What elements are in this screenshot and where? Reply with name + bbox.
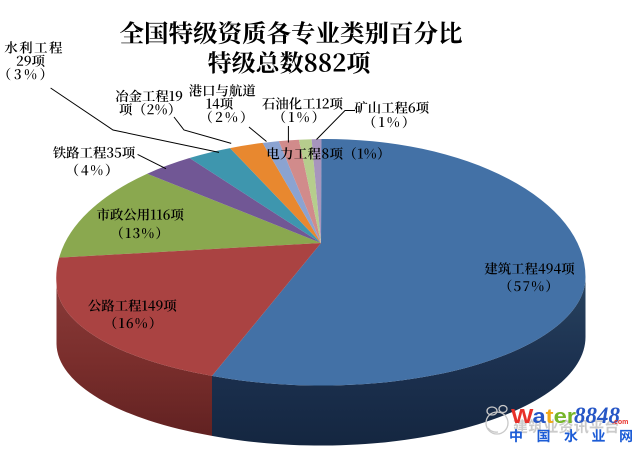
svg-text:.com: .com (612, 419, 628, 426)
svg-text:8848: 8848 (574, 403, 621, 428)
